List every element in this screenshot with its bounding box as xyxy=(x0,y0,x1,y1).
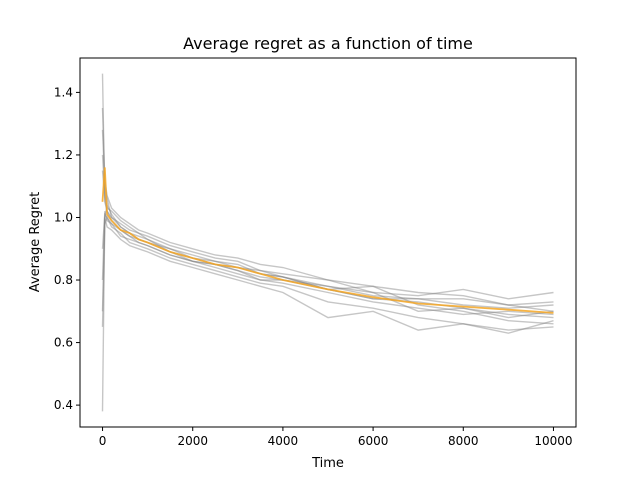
run-line-10 xyxy=(101,212,554,319)
x-tick-label: 2000 xyxy=(177,434,208,448)
run-line-8 xyxy=(101,217,554,334)
run-line-3 xyxy=(101,129,554,300)
y-tick-label: 0.6 xyxy=(54,336,73,350)
x-tick-label: 0 xyxy=(99,434,107,448)
run-line-6 xyxy=(101,211,554,316)
y-tick-label: 1.2 xyxy=(54,148,73,162)
plot-area xyxy=(101,73,554,412)
run-line-4 xyxy=(101,215,554,331)
mean-regret-line xyxy=(101,167,554,314)
plot-frame xyxy=(79,57,577,428)
x-tick-label: 6000 xyxy=(358,434,389,448)
run-line-9 xyxy=(101,170,554,309)
y-tick-label: 0.8 xyxy=(54,273,73,287)
run-line-1 xyxy=(101,73,554,319)
run-line-5 xyxy=(101,154,554,306)
y-tick-label: 1.0 xyxy=(54,210,73,224)
y-axis-label: Average Regret xyxy=(28,192,43,292)
x-axis-label: Time xyxy=(311,456,344,471)
y-tick-label: 1.4 xyxy=(54,85,73,99)
y-tick-label: 0.4 xyxy=(54,398,73,412)
y-axis: 0.4 0.6 0.8 1.0 1.2 1.4 xyxy=(54,85,80,412)
x-tick-label: 10000 xyxy=(534,434,572,448)
x-tick-label: 4000 xyxy=(268,434,299,448)
x-tick-label: 8000 xyxy=(448,434,479,448)
chart-title: Average regret as a function of time xyxy=(183,34,473,53)
x-axis: 0 2000 4000 6000 8000 10000 xyxy=(99,427,573,448)
run-line-7 xyxy=(101,107,554,312)
